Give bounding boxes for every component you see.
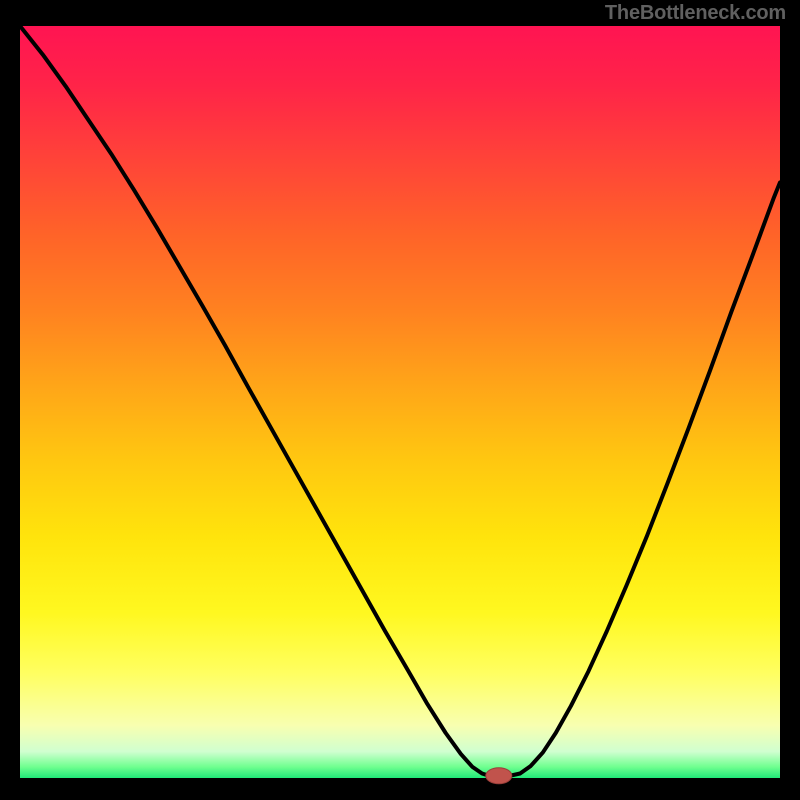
optimal-marker [486, 768, 512, 784]
bottleneck-chart [0, 0, 800, 800]
watermark-text: TheBottleneck.com [605, 2, 786, 25]
chart-container: TheBottleneck.com [0, 0, 800, 800]
chart-background [20, 26, 780, 778]
